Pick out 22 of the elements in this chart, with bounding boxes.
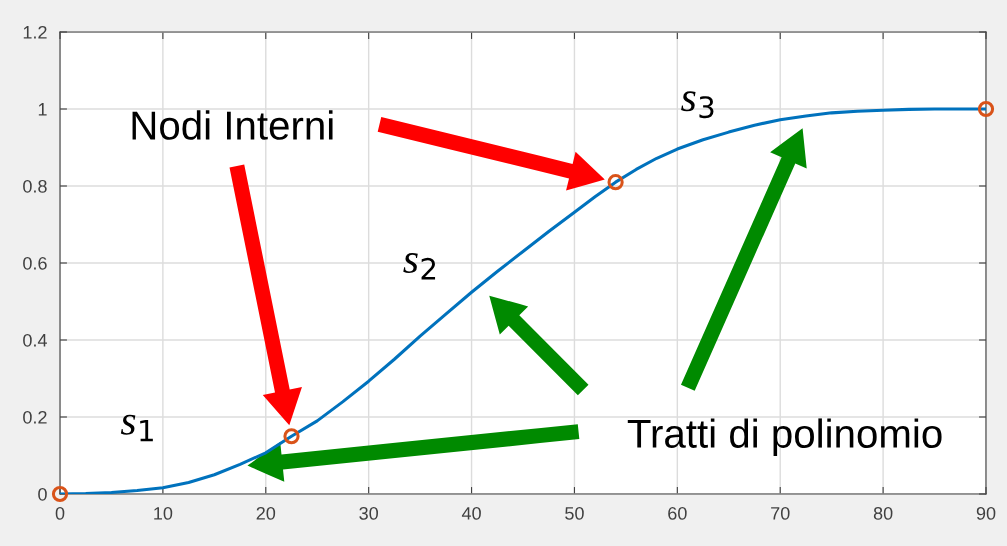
x-tick-label: 60 (668, 506, 687, 520)
x-tick-label: 20 (256, 506, 276, 520)
x-tick-label: 90 (976, 506, 996, 520)
y-tick-label: 0 (38, 487, 47, 501)
annotation: Tratti di polinomio (627, 418, 942, 456)
y-tick-label: 0.4 (23, 333, 47, 347)
annotation: s$_{3}$ (681, 91, 714, 119)
y-tick-label: 1 (38, 103, 47, 116)
annotation: Nodi Interni (132, 110, 333, 140)
x-tick-label: 10 (154, 506, 173, 520)
y-tick-label: 0.2 (23, 410, 47, 424)
x-tick-label: 40 (461, 506, 481, 520)
x-tick-label: 0 (55, 506, 65, 520)
x-tick-label: 30 (359, 506, 378, 520)
y-tick-label: 0.6 (23, 256, 47, 270)
x-tick-label: 50 (565, 506, 584, 520)
annotation: s$_{2}$ (403, 253, 436, 280)
y-tick-label: 0.8 (23, 179, 47, 193)
y-tick-label: 1.2 (23, 25, 47, 39)
annotation: s$_{1}$ (120, 414, 153, 442)
x-tick-label: 80 (873, 506, 893, 520)
x-tick-label: 70 (771, 506, 790, 520)
